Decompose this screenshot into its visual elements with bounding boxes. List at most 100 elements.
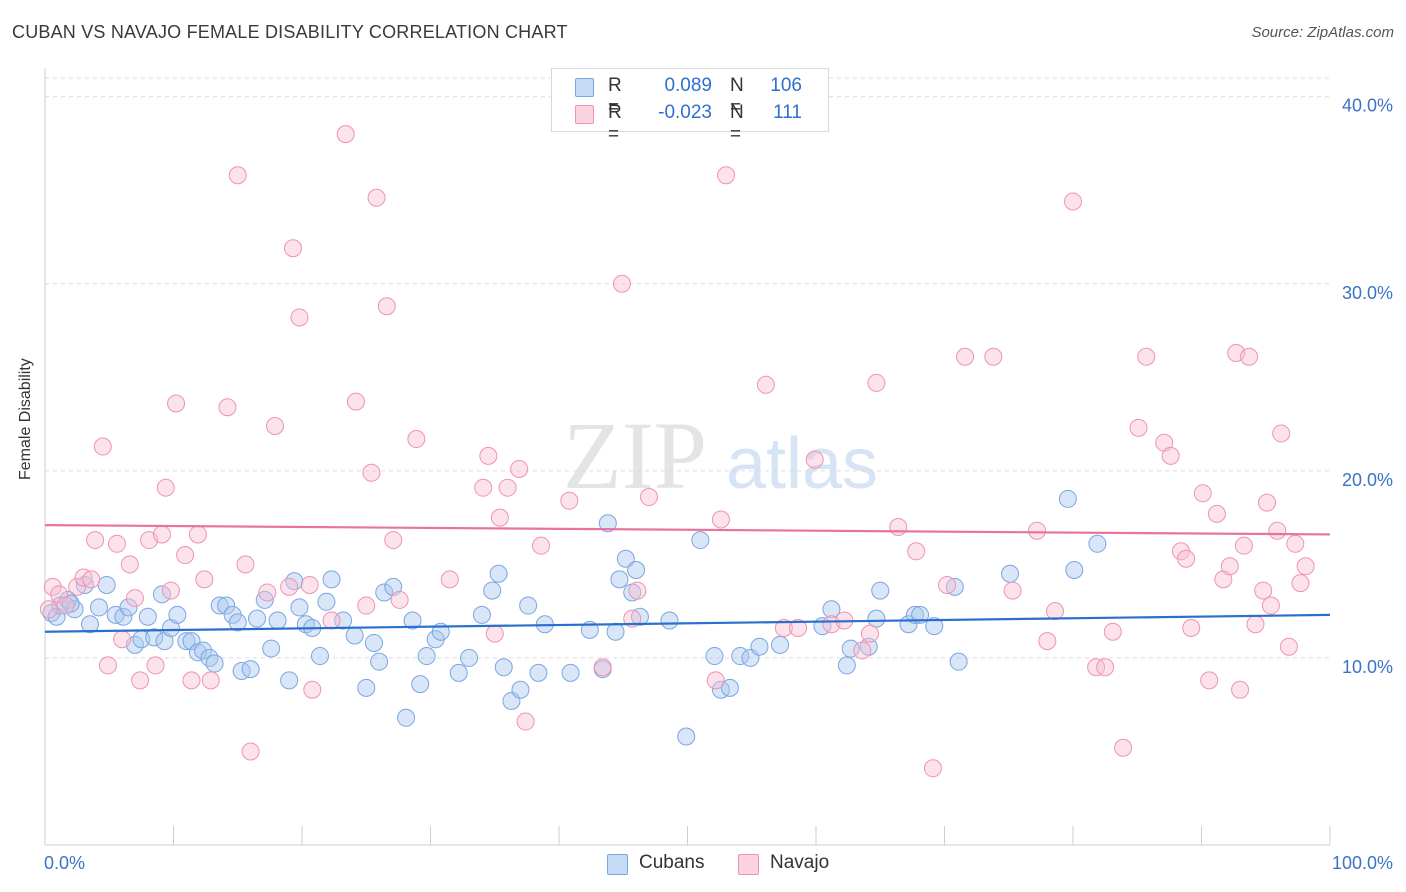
data-point [218,398,237,417]
data-point [50,585,69,604]
data-point [519,596,538,615]
data-point [1231,680,1250,699]
data-point [610,570,629,589]
data-point [489,564,508,583]
data-point [630,607,649,626]
bottom-legend-swatch-navajo [738,854,759,875]
data-point [853,641,872,660]
data-point [177,632,196,651]
series-navajo [39,125,1315,778]
data-point [417,647,436,666]
data-point [285,572,304,591]
data-point [119,598,138,617]
data-point [841,639,860,658]
data-point [789,618,808,637]
data-point [156,478,175,497]
data-point [561,663,580,682]
data-point [1003,581,1022,600]
data-point [1254,581,1273,600]
data-point [1261,596,1280,615]
data-point [346,392,365,411]
data-point [598,514,617,533]
trend-line [44,613,1331,633]
data-point [1161,446,1180,465]
data-point [1272,424,1291,443]
data-point [720,678,739,697]
legend-swatch-cubans [575,78,594,97]
legend-n-value: 111 [773,102,802,123]
data-point [867,373,886,392]
data-point [93,437,112,456]
data-point [1268,521,1287,540]
data-point [322,611,341,630]
data-point [195,570,214,589]
data-point [407,430,426,449]
data-point [1065,561,1084,580]
data-point [479,446,498,465]
grid-lines [45,77,1330,659]
data-point [107,534,126,553]
legend-r-label: R = [608,102,622,145]
data-point [616,549,635,568]
chart-title: CUBAN VS NAVAJO FEMALE DISABILITY CORREL… [12,22,568,42]
data-point [560,491,579,510]
data-point [822,600,841,619]
data-point [167,394,186,413]
data-point [923,759,942,778]
data-point [1096,658,1115,677]
data-point [138,607,157,626]
data-point [280,577,299,596]
data-point [1001,564,1020,583]
legend-swatch-navajo [575,105,594,124]
data-point [268,611,287,630]
y-tick-label: 40.0% [1342,96,1393,116]
data-point [82,570,101,589]
data-point [1279,637,1298,656]
data-point [146,656,165,675]
bottom-legend-label-navajo: Navajo [770,852,830,873]
data-point [86,531,105,550]
data-point [125,589,144,608]
data-point [56,596,75,615]
data-point [1246,615,1265,634]
data-point [483,581,502,600]
data-point [384,531,403,550]
data-point [889,517,908,536]
data-point [39,600,58,619]
data-point [460,648,479,667]
data-point [1258,493,1277,512]
legend-n-value: 106 [770,75,802,96]
data-point [188,525,207,544]
data-point [161,618,180,637]
data-point [228,613,247,632]
data-point [182,671,201,690]
data-point [907,542,926,561]
data-point [516,712,535,731]
y-tick-label: 30.0% [1342,283,1393,303]
y-tick-labels: 10.0% 20.0% 30.0% 40.0% [1342,96,1393,677]
y-tick-label: 20.0% [1342,470,1393,490]
axes [44,68,1331,846]
data-point [1103,622,1122,641]
data-point [152,585,171,604]
data-point [860,624,879,643]
trend-line [44,524,1331,536]
data-point [232,662,251,681]
data-point [1177,549,1196,568]
data-point [367,188,386,207]
data-point [262,639,281,658]
data-point [612,274,631,293]
data-point [949,652,968,671]
data-point [201,671,220,690]
data-point [241,742,260,761]
data-point [706,671,725,690]
source-label: Source: ZipAtlas.com [1251,24,1394,41]
data-point [1214,570,1233,589]
data-point [1028,521,1047,540]
data-point [290,308,309,327]
data-point [266,416,285,435]
data-point [200,648,219,667]
data-point [871,581,890,600]
data-point [1207,504,1226,523]
